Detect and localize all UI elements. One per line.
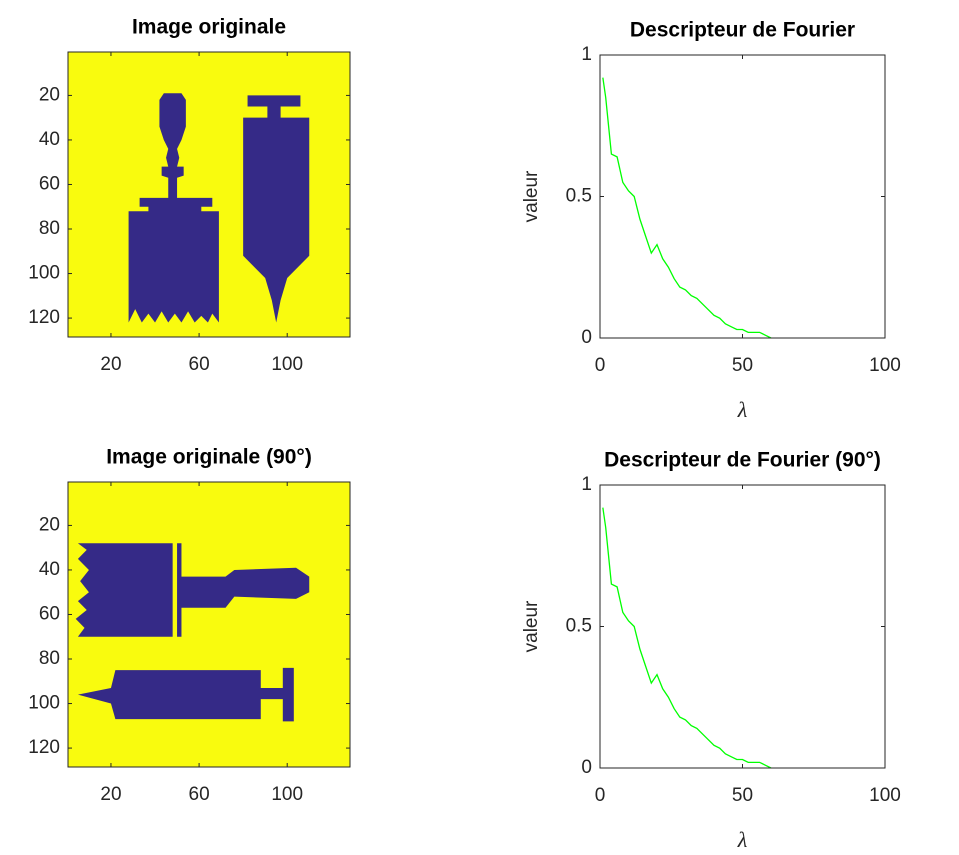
plot-area [600,485,885,768]
x-axis-label: λ [737,827,748,852]
image-shape [77,667,294,722]
y-axis-label: valeur [521,170,542,222]
data-line [602,77,772,339]
x-tick-label: 0 [595,355,606,376]
subplot: Image originale (90°) 20 60 100 20 40 60 80 100 1… [28,446,351,805]
y-tick-label: 0 [581,327,592,348]
y-tick-label: 100 [28,263,60,284]
x-tick-label: 20 [100,354,121,375]
y-tick-label: 80 [39,648,60,669]
x-tick-label: 0 [595,785,606,806]
image-shape [243,95,310,323]
x-tick-label: 100 [869,355,901,376]
subplot: Image originale 20 60 100 20 40 60 80 100 120 [28,16,351,375]
x-tick-label: 50 [732,355,753,376]
y-tick-label: 100 [28,693,60,714]
y-tick-label: 120 [28,737,60,758]
axes-box [67,51,351,338]
y-tick-label: 0 [581,757,592,778]
x-axis-label: λ [737,397,748,422]
x-tick-label: 60 [189,784,210,805]
x-tick-label: 100 [271,784,303,805]
axes-box [67,481,351,768]
image-shape [128,93,219,323]
y-tick-label: 1 [581,474,592,495]
y-tick-label: 40 [39,129,60,150]
y-tick-label: 40 [39,559,60,580]
y-tick-label: 80 [39,218,60,239]
y-tick-label: 0.5 [566,616,592,637]
image-shape [177,543,310,637]
y-axis-label: valeur [521,600,542,652]
subplot: Descripteur de Fourier (90°) 0 50 100 0 0.5 1 λ… [521,449,901,853]
data-line [602,507,772,769]
plot-area [600,55,885,338]
x-tick-label: 60 [189,354,210,375]
x-tick-label: 20 [100,784,121,805]
x-tick-label: 100 [869,785,901,806]
y-tick-label: 60 [39,173,60,194]
y-tick-label: 1 [581,44,592,65]
subplot-title: Image originale [132,16,286,39]
subplot: Descripteur de Fourier 0 50 100 0 0.5 1 λ valeur [521,19,901,423]
x-tick-label: 100 [271,354,303,375]
subplot-title: Descripteur de Fourier [630,19,855,42]
y-tick-label: 0.5 [566,186,592,207]
y-tick-label: 120 [28,307,60,328]
subplot-title: Image originale (90°) [106,446,312,469]
y-tick-label: 60 [39,603,60,624]
y-tick-label: 20 [39,84,60,105]
y-tick-label: 20 [39,514,60,535]
image-shape [75,543,173,637]
subplot-title: Descripteur de Fourier (90°) [604,449,881,472]
x-tick-label: 50 [732,785,753,806]
